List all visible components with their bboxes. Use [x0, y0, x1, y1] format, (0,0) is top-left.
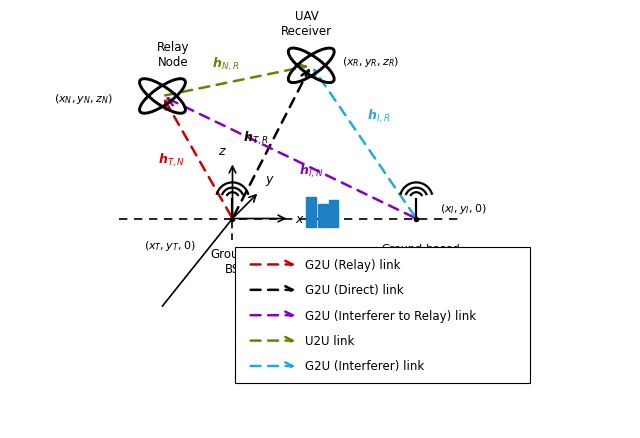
Text: G2U (Interferer to Relay) link: G2U (Interferer to Relay) link: [305, 309, 476, 322]
Text: $y$: $y$: [264, 174, 275, 188]
Text: $\boldsymbol{h}_{I,R}$: $\boldsymbol{h}_{I,R}$: [367, 108, 391, 125]
Bar: [328, 201, 339, 228]
Text: $x$: $x$: [294, 212, 305, 226]
Text: $\boldsymbol{h}_{I,N}$: $\boldsymbol{h}_{I,N}$: [299, 162, 323, 180]
Text: Relay
Node: Relay Node: [157, 40, 189, 68]
Text: U2U link: U2U link: [305, 334, 354, 347]
Text: $(x_I, y_I, 0)$: $(x_I, y_I, 0)$: [440, 201, 487, 215]
Text: G2U (Relay) link: G2U (Relay) link: [305, 258, 400, 271]
Text: Ground-based
Potential Jammer/Interferer: Ground-based Potential Jammer/Interferer: [344, 243, 497, 265]
Text: $\boldsymbol{h}_{T,N}$: $\boldsymbol{h}_{T,N}$: [157, 152, 185, 169]
Text: Ground
BS: Ground BS: [211, 247, 254, 276]
Text: $(x_N, y_N, z_N)$: $(x_N, y_N, z_N)$: [54, 92, 112, 106]
Text: $z$: $z$: [218, 145, 227, 158]
Text: G2U (Interferer) link: G2U (Interferer) link: [305, 360, 424, 373]
Bar: [318, 204, 328, 228]
FancyBboxPatch shape: [235, 247, 530, 384]
Text: $\boldsymbol{h}_{N,R}$: $\boldsymbol{h}_{N,R}$: [212, 55, 239, 73]
Text: UAV
Receiver: UAV Receiver: [282, 10, 332, 38]
Text: $\boldsymbol{h}_{T,R}$: $\boldsymbol{h}_{T,R}$: [243, 130, 269, 147]
Text: G2U (Direct) link: G2U (Direct) link: [305, 284, 403, 297]
Text: $(x_R, y_R, z_R)$: $(x_R, y_R, z_R)$: [342, 55, 399, 69]
Bar: [306, 198, 316, 228]
Text: $(x_T, y_T, 0)$: $(x_T, y_T, 0)$: [144, 239, 195, 253]
